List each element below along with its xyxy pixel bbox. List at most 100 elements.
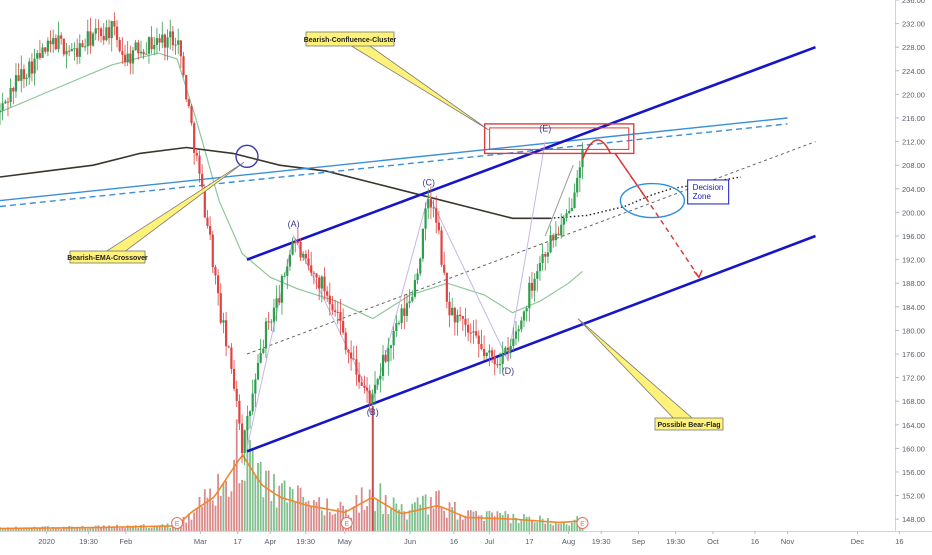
candle-body	[57, 35, 60, 50]
y-tick-label: 172.00	[902, 374, 925, 383]
volume-bar	[403, 511, 406, 531]
bearish-ema-callout-box	[69, 250, 146, 264]
candle-body	[530, 282, 534, 291]
volume-bar	[54, 528, 57, 531]
candle-body	[461, 316, 464, 319]
volume-bar	[206, 497, 209, 531]
volume-bar	[302, 496, 305, 531]
candle-body	[536, 271, 539, 279]
volume-bar	[286, 502, 289, 531]
volume-bar	[76, 527, 79, 531]
volume-bar	[129, 526, 132, 531]
volume-bar	[320, 510, 323, 531]
candle-body	[544, 253, 547, 257]
volume-bar	[461, 519, 464, 531]
candle-body	[211, 234, 214, 268]
volume-bar	[214, 505, 217, 531]
volume-bar	[382, 513, 384, 531]
candle-body	[498, 364, 502, 366]
volume-bar	[557, 523, 560, 531]
volume-bar	[323, 515, 326, 531]
y-tick-label: 168.00	[902, 397, 925, 406]
candle-body	[36, 53, 39, 59]
candle-body	[28, 61, 31, 78]
candle-body	[355, 359, 358, 375]
candle-body	[139, 51, 143, 54]
volume-bar	[182, 516, 185, 531]
volume-bar	[275, 507, 278, 531]
candle-body	[238, 400, 241, 424]
candle-body	[60, 35, 63, 39]
event-badge-label: E	[344, 521, 349, 528]
volume-bar	[169, 527, 172, 531]
candle-body	[217, 275, 220, 294]
candle-body	[291, 241, 294, 255]
candle-body	[565, 213, 568, 218]
candle-body	[373, 384, 377, 394]
volume-bar	[193, 512, 196, 531]
candle-body	[150, 37, 153, 50]
volume-bar	[547, 517, 549, 531]
wave-label: (B)	[367, 407, 379, 417]
candle-body	[99, 28, 103, 36]
volume-bar	[424, 494, 427, 531]
volume-bar	[185, 522, 188, 531]
candle-body	[496, 364, 499, 366]
projection-arrow-head	[693, 270, 703, 279]
event-badge	[576, 517, 589, 529]
volume-bar	[89, 527, 92, 531]
volume-bar	[150, 527, 153, 531]
candle-body	[209, 226, 212, 235]
candle-body	[342, 320, 345, 333]
candle-body	[549, 235, 552, 253]
volume-bar	[539, 515, 541, 531]
candle-body	[198, 155, 201, 174]
volume-bar	[25, 527, 28, 531]
candle-body	[185, 74, 188, 100]
volume-bar	[448, 502, 451, 531]
candle-body	[54, 38, 57, 50]
volume-bar	[429, 497, 432, 531]
volume-bar	[387, 514, 390, 531]
volume-bar	[533, 522, 536, 531]
y-tick-label: 204.00	[902, 185, 925, 194]
candle-body	[488, 350, 491, 353]
y-tick-label: 192.00	[902, 256, 925, 265]
volume-bar	[469, 510, 472, 531]
candle-body	[349, 352, 353, 359]
volume-bar	[60, 529, 63, 531]
candle-body	[187, 99, 190, 107]
volume-bar	[331, 514, 334, 531]
candle-body	[294, 241, 297, 243]
volume-bar	[190, 519, 193, 531]
candle-body	[107, 27, 111, 39]
candle-body	[214, 267, 217, 276]
volume-bar	[156, 525, 158, 531]
volume-bar	[395, 503, 398, 531]
volume-bar	[265, 470, 267, 531]
decision-zone-ellipse	[619, 182, 686, 219]
volume-bar	[78, 527, 81, 531]
x-tick-label: May	[338, 537, 352, 546]
candle-body	[443, 264, 446, 273]
candle-body	[84, 46, 87, 48]
volume-spike	[371, 406, 374, 531]
candle-body	[203, 186, 206, 218]
volume-bar	[262, 497, 265, 531]
volume-bar	[398, 509, 400, 531]
volume-bar	[164, 526, 166, 531]
volume-bar	[238, 483, 241, 531]
candle-body	[227, 346, 230, 348]
candle-body	[6, 101, 10, 103]
candle-body	[102, 35, 105, 41]
candle-body	[17, 75, 20, 81]
candle-body	[554, 233, 558, 241]
bearish-ema-callout-pointer	[96, 162, 245, 258]
volume-bar	[334, 513, 337, 531]
volume-bar	[270, 501, 273, 531]
volume-bar	[148, 527, 150, 531]
candle-body	[243, 430, 246, 454]
candle-body	[533, 278, 536, 291]
volume-bar	[536, 522, 539, 531]
